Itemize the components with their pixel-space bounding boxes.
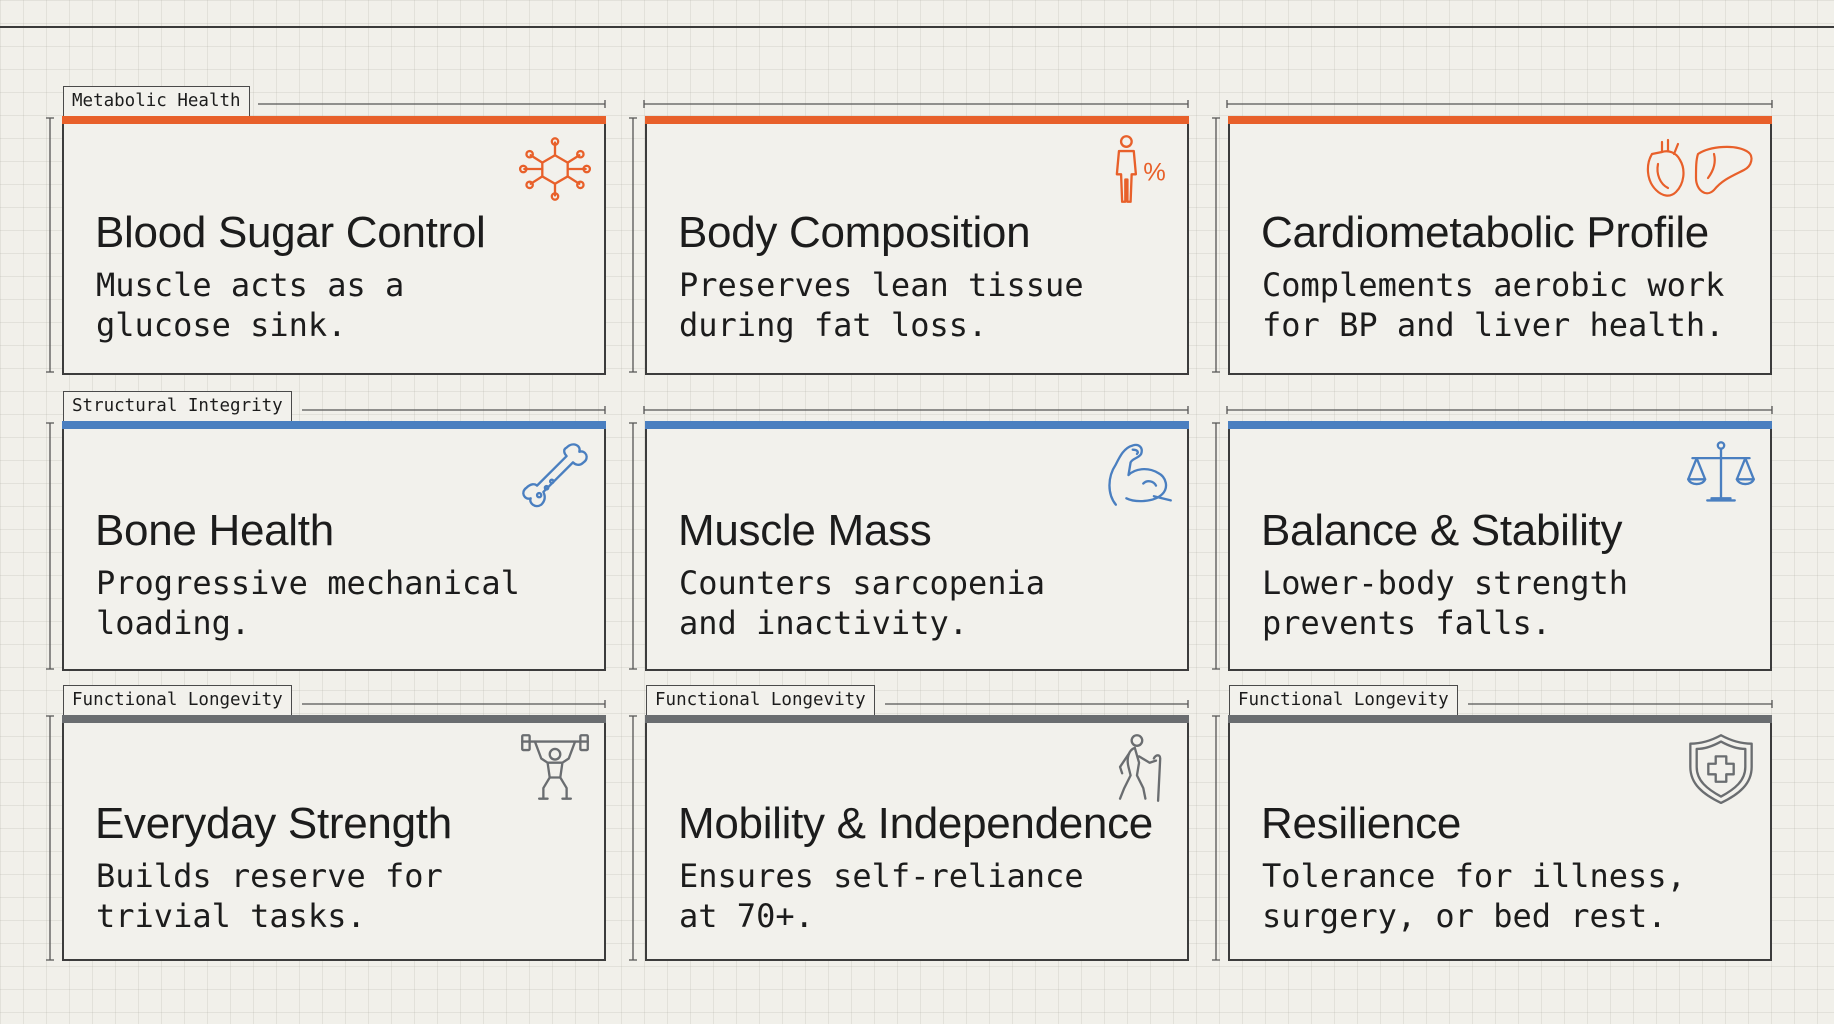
card-balance-stability: Balance & Stability Lower-body strength … xyxy=(1228,421,1772,671)
card-description: Lower-body strength prevents falls. xyxy=(1262,564,1629,642)
card-description: Progressive mechanical loading. xyxy=(96,564,520,642)
card-accent-bar xyxy=(645,116,1189,124)
category-tag-structural-integrity: Structural Integrity xyxy=(63,391,292,421)
card-everyday-strength: Everyday Strength Builds reserve for tri… xyxy=(62,715,606,961)
card-title: Balance & Stability xyxy=(1261,506,1623,555)
card-description: Muscle acts as a glucose sink. xyxy=(96,266,405,344)
card-body-composition: % Body Composition Preserves lean tissue… xyxy=(645,116,1189,375)
category-tag-functional-longevity: Functional Longevity xyxy=(1229,685,1458,715)
card-description: Complements aerobic work for BP and live… xyxy=(1262,266,1725,344)
card-blood-sugar-control: Blood Sugar Control Muscle acts as a glu… xyxy=(62,116,606,375)
heart-and-liver-icon xyxy=(1640,132,1760,206)
card-title: Everyday Strength xyxy=(95,799,452,848)
shield-cross-icon xyxy=(1684,731,1758,805)
flexed-bicep-icon xyxy=(1101,437,1175,511)
card-title: Resilience xyxy=(1261,799,1461,848)
balance-scale-icon xyxy=(1684,437,1758,511)
card-title: Body Composition xyxy=(678,208,1031,257)
category-tag-functional-longevity: Functional Longevity xyxy=(646,685,875,715)
category-tag-metabolic-health: Metabolic Health xyxy=(63,86,250,116)
card-accent-bar xyxy=(62,715,606,723)
card-description: Counters sarcopenia and inactivity. xyxy=(679,564,1046,642)
card-mobility-independence: Mobility & Independence Ensures self-rel… xyxy=(645,715,1189,961)
card-description: Builds reserve for trivial tasks. xyxy=(96,857,443,935)
card-accent-bar xyxy=(1228,421,1772,429)
card-title: Cardiometabolic Profile xyxy=(1261,208,1709,257)
card-accent-bar xyxy=(645,421,1189,429)
card-muscle-mass: Muscle Mass Counters sarcopenia and inac… xyxy=(645,421,1189,671)
card-title: Mobility & Independence xyxy=(678,799,1153,848)
card-cardiometabolic-profile: Cardiometabolic Profile Complements aero… xyxy=(1228,116,1772,375)
card-resilience: Resilience Tolerance for illness, surger… xyxy=(1228,715,1772,961)
card-accent-bar xyxy=(1228,116,1772,124)
card-description: Preserves lean tissue during fat loss. xyxy=(679,266,1084,344)
top-rule xyxy=(0,26,1834,28)
card-description: Tolerance for illness, surgery, or bed r… xyxy=(1262,857,1686,935)
walking-with-cane-icon xyxy=(1101,731,1175,805)
svg-text:%: % xyxy=(1143,159,1166,187)
body-fat-percentage-icon: % xyxy=(1101,132,1175,206)
card-title: Blood Sugar Control xyxy=(95,208,486,257)
weightlifter-icon xyxy=(518,731,592,805)
card-bone-health: Bone Health Progressive mechanical loadi… xyxy=(62,421,606,671)
card-accent-bar xyxy=(62,116,606,124)
card-title: Muscle Mass xyxy=(678,506,932,555)
card-description: Ensures self-reliance at 70+. xyxy=(679,857,1084,935)
card-accent-bar xyxy=(62,421,606,429)
bone-icon xyxy=(518,437,592,511)
card-accent-bar xyxy=(645,715,1189,723)
card-accent-bar xyxy=(1228,715,1772,723)
category-tag-functional-longevity: Functional Longevity xyxy=(63,685,292,715)
card-title: Bone Health xyxy=(95,506,334,555)
molecule-network-icon xyxy=(518,132,592,206)
